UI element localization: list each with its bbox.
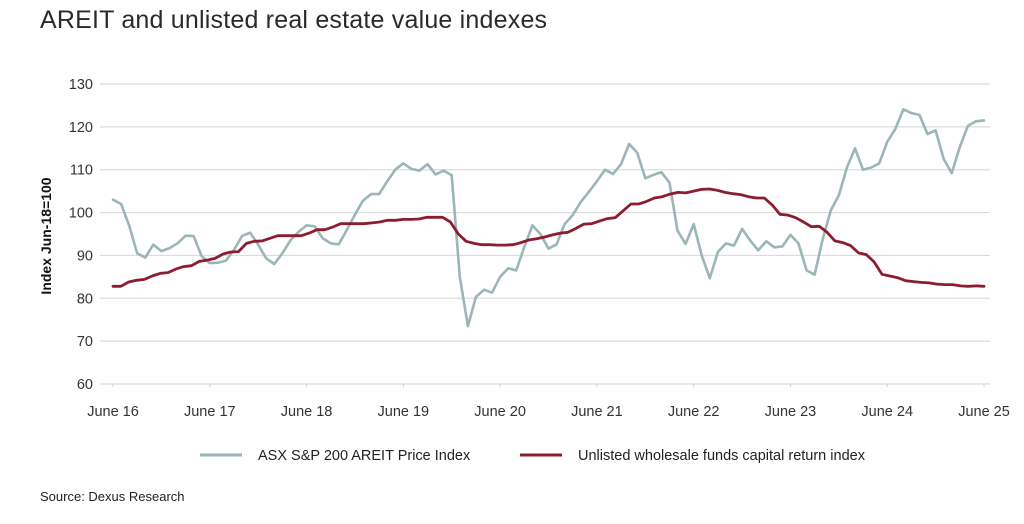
legend-label-unlisted: Unlisted wholesale funds capital return … [578,448,866,464]
x-tick-label: June 24 [861,404,913,420]
x-tick-label: June 23 [765,404,817,420]
source-note: Source: Dexus Research [40,489,185,504]
x-tick-label: June 16 [87,404,139,420]
x-tick-label: June 22 [668,404,720,420]
legend: ASX S&P 200 AREIT Price Index Unlisted w… [200,448,866,464]
x-tick-label: June 19 [378,404,430,420]
x-tick-label: June 21 [571,404,623,420]
y-tick-label: 80 [77,291,93,307]
x-tick-label: June 20 [474,404,526,420]
y-tick-label: 110 [70,163,93,179]
series-line-unlisted-funds [111,187,986,288]
y-tick-label: 120 [69,120,93,136]
y-tick-label: 130 [69,77,93,93]
y-axis-ticks: 60 70 80 90 100 110 120 130 [69,77,93,393]
legend-label-asx: ASX S&P 200 AREIT Price Index [258,448,471,464]
y-tick-label: 90 [77,248,93,264]
series-lines [111,108,986,328]
x-tick-label: June 18 [281,404,333,420]
x-axis-ticks: June 16 June 17 June 18 June 19 June 20 June … [87,384,1010,420]
x-tick-label: June 25 [958,404,1010,420]
y-tick-label: 60 [77,377,93,393]
x-tick-label: June 17 [184,404,236,420]
gridlines [100,83,990,385]
y-tick-label: 70 [77,334,93,350]
chart-title: AREIT and unlisted real estate value ind… [40,6,548,34]
series-line-asx-areit [111,108,986,328]
y-axis-label: Index Jun-18=100 [38,177,54,294]
y-tick-label: 100 [69,206,93,222]
